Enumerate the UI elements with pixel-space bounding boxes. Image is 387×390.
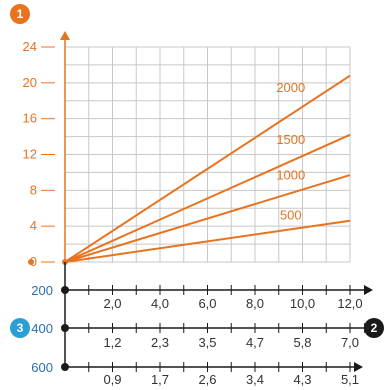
x-tick-label: 4,7 [246,335,264,350]
series-line-1000 [64,174,351,263]
x-tick-label: 1,2 [103,335,121,350]
y-tick-label: 4 [30,218,37,233]
row-badge [10,318,30,338]
row-badge-text: 3 [17,321,24,335]
x-tick-label: 5,1 [341,372,359,387]
y-tick-label: 24 [23,39,37,54]
y-tick-label: 8 [30,182,37,197]
x-tick-label: 1,7 [151,372,169,387]
x-tick-label: 6,0 [198,296,216,311]
x-tick-label: 0,9 [103,372,121,387]
y-tick-label: 16 [23,111,37,126]
x-tick-label: 3,4 [246,372,264,387]
y-axis-badge-text: 1 [17,7,24,21]
x-tick-label: 8,0 [246,296,264,311]
y-axis: 04812162024 [23,31,70,269]
x-axis-arrow [364,285,373,295]
y-tick-label: 12 [23,147,37,162]
series-label-1500: 1500 [276,132,305,147]
x-axis-row-label: 200 [31,283,53,298]
x-axis-origin-dot [61,286,69,294]
x-tick-label: 3,5 [198,335,216,350]
x-axis-badge [364,318,384,338]
x-axis-origin-dot [61,363,69,371]
series-label-1000: 1000 [276,168,305,183]
series-lines: 2000 1500 1000 500 [62,74,351,265]
x-tick-label: 4,3 [293,372,311,387]
x-axis-badge-text: 2 [371,321,378,335]
y-origin-dot [28,259,34,265]
y-axis-arrow [60,31,70,40]
y-tick-label: 20 [23,75,37,90]
grid [64,46,351,263]
x-axes: 200 2,0 4,0 6,0 8,0 10,0 12,0 400 1,2 2,3 3,5 4,7 5,… [31,262,373,387]
x-tick-label: 2,0 [103,296,121,311]
x-tick-label: 12,0 [337,296,362,311]
series-line-1500 [64,133,351,263]
badges: 123 [10,4,384,338]
series-label-2000: 2000 [276,80,305,95]
x-axis-origin-dot [61,324,69,332]
x-tick-label: 4,0 [151,296,169,311]
series-label-500: 500 [280,208,302,223]
x-tick-label: 2,3 [151,335,169,350]
x-axis-arrow [354,362,363,372]
x-axis-row-label: 400 [31,321,53,336]
x-tick-label: 2,6 [198,372,216,387]
x-axis-row-label: 600 [31,360,53,375]
series-line-2000 [64,74,351,263]
series-line-500 [64,219,351,263]
x-tick-label: 5,8 [293,335,311,350]
y-axis-badge [10,4,30,24]
x-tick-label: 7,0 [341,335,359,350]
x-tick-label: 10,0 [290,296,315,311]
